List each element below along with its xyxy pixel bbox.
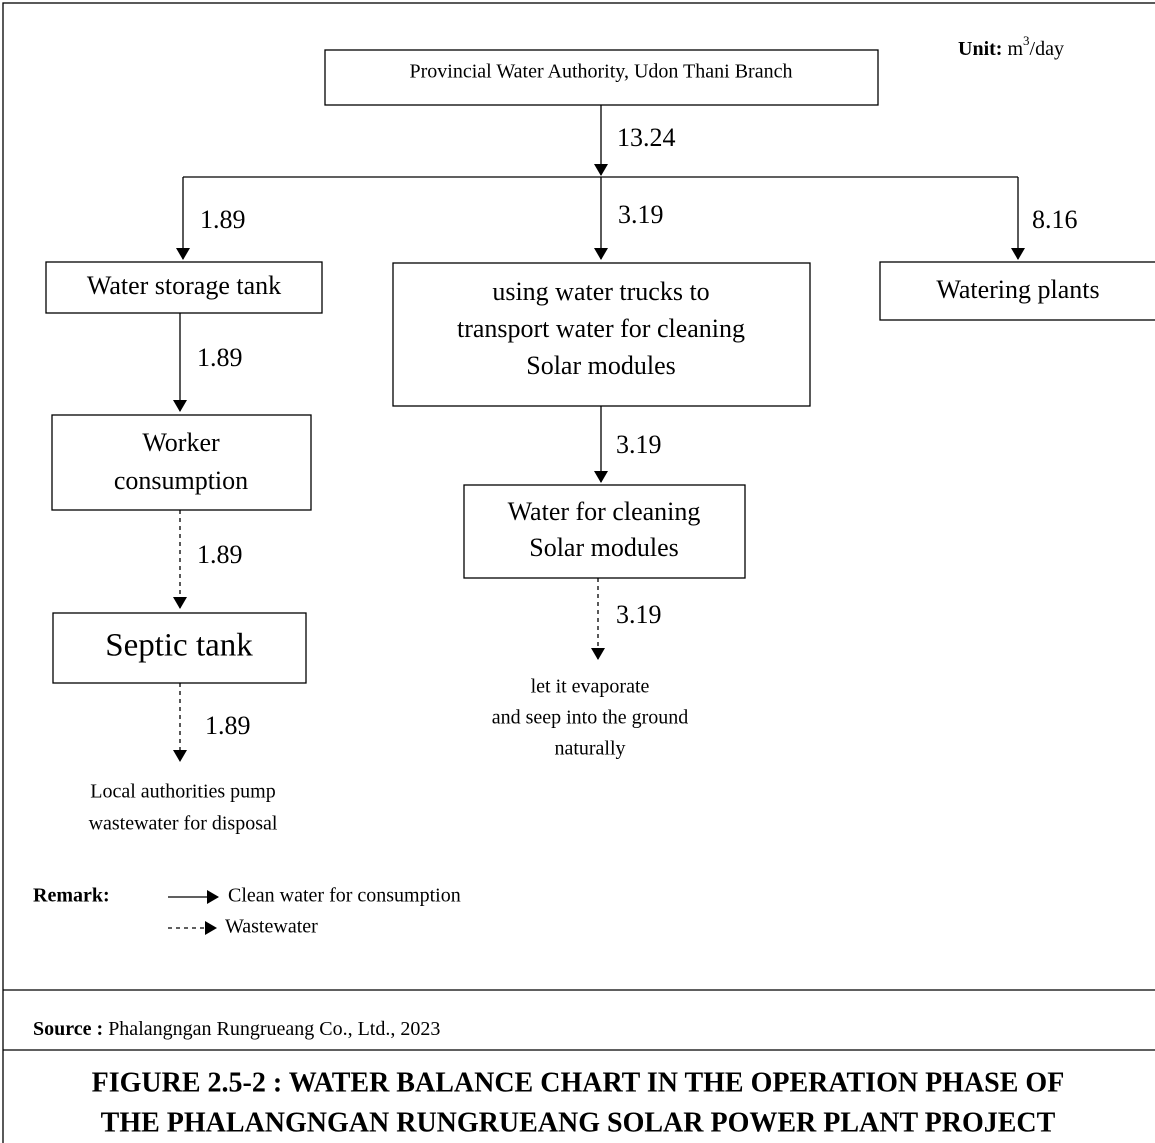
remark-label: Remark: xyxy=(33,885,110,907)
outcome-label: and seep into the ground xyxy=(492,707,689,729)
node-label: Provincial Water Authority, Udon Thani B… xyxy=(410,61,793,83)
outcome-label: wastewater for disposal xyxy=(89,813,278,835)
node-box xyxy=(45,261,323,314)
node-label: Septic tank xyxy=(105,628,253,664)
node-label: consumption xyxy=(114,466,248,495)
node-box xyxy=(463,484,746,579)
node-label: Solar modules xyxy=(529,533,679,562)
node-label: transport water for cleaning xyxy=(457,314,745,343)
node-box xyxy=(51,414,312,511)
flow-label: 3.19 xyxy=(616,600,662,629)
outcome-label: naturally xyxy=(554,738,625,760)
node-label: Worker xyxy=(142,428,220,457)
legend-text: Wastewater xyxy=(225,916,318,938)
flow-label: 13.24 xyxy=(617,123,676,152)
legend-text: Clean water for consumption xyxy=(228,885,461,907)
source: Source : Phalangngan Rungrueang Co., Ltd… xyxy=(33,1018,440,1040)
node-box xyxy=(324,49,879,106)
outcome-label: Local authorities pump xyxy=(90,781,276,803)
outcome-label: let it evaporate xyxy=(531,676,650,698)
node-label: Water for cleaning xyxy=(508,497,701,526)
flow-label: 1.89 xyxy=(197,540,243,569)
flow-label: 1.89 xyxy=(200,205,246,234)
node-label: using water trucks to xyxy=(492,277,709,306)
figure-title: FIGURE 2.5-2 : WATER BALANCE CHART IN TH… xyxy=(92,1067,1065,1098)
flow-label: 8.16 xyxy=(1032,205,1078,234)
flow-label: 1.89 xyxy=(205,711,251,740)
node-box xyxy=(392,262,811,407)
figure-title: THE PHALANGNGAN RUNGRUEANG SOLAR POWER P… xyxy=(101,1107,1056,1138)
flow-label: 3.19 xyxy=(618,200,664,229)
node-label: Solar modules xyxy=(526,351,676,380)
unit: Unit: m3/day xyxy=(958,33,1064,60)
node-box xyxy=(52,612,307,684)
node-box xyxy=(879,261,1155,321)
flow-label: 1.89 xyxy=(197,343,243,372)
flow-label: 3.19 xyxy=(616,430,662,459)
node-label: Watering plants xyxy=(936,275,1099,304)
node-label: Water storage tank xyxy=(87,271,281,300)
